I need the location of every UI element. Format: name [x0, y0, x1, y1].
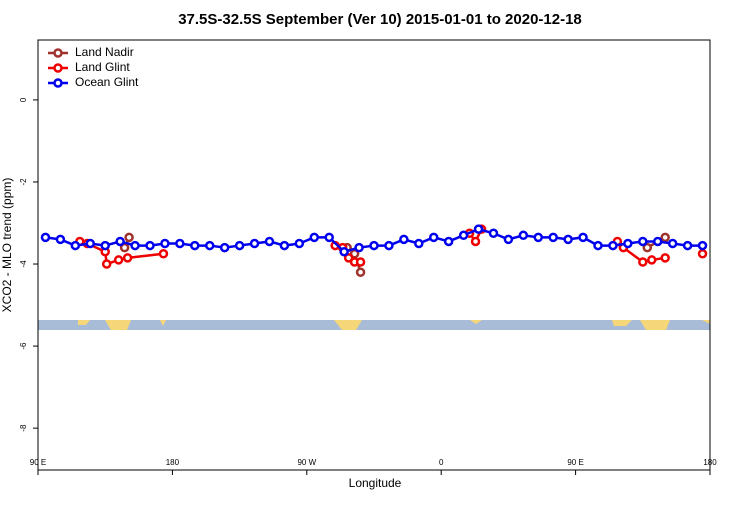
y-tick-label: -8 — [19, 424, 28, 432]
point — [548, 232, 558, 243]
point — [324, 232, 334, 243]
point — [638, 236, 648, 247]
point — [682, 240, 693, 251]
legend-marker — [53, 63, 63, 73]
legend-marker — [53, 48, 63, 58]
point — [578, 232, 588, 243]
y-tick-label: 0 — [19, 97, 28, 102]
point — [608, 240, 618, 251]
point — [175, 238, 185, 249]
x-tick-label: 90 W — [297, 458, 316, 467]
point — [145, 240, 155, 251]
point — [234, 240, 245, 251]
point — [470, 236, 481, 247]
point — [190, 240, 200, 251]
point — [428, 232, 439, 243]
y-axis-label: XCO2 - MLO trend (ppm) — [0, 178, 14, 313]
legend-label: Ocean Glint — [75, 75, 139, 89]
point — [563, 234, 573, 245]
point — [697, 240, 708, 251]
point — [443, 236, 454, 247]
point — [518, 230, 529, 241]
point — [249, 238, 260, 249]
point — [204, 240, 215, 251]
point — [384, 240, 394, 251]
y-tick-label: -4 — [19, 260, 28, 268]
x-tick-label: 180 — [166, 458, 180, 467]
point — [70, 240, 81, 251]
point — [160, 238, 170, 249]
point — [623, 238, 633, 249]
point — [100, 240, 110, 251]
legend-label: Land Glint — [75, 60, 130, 74]
point — [667, 238, 678, 249]
point — [55, 234, 66, 245]
point — [124, 232, 134, 243]
y-tick-label: -2 — [19, 178, 28, 186]
point — [647, 255, 657, 265]
point — [488, 228, 499, 239]
x-tick-label: 90 E — [30, 458, 46, 467]
point — [652, 236, 663, 247]
point — [294, 238, 305, 249]
point — [660, 253, 670, 263]
x-axis-label: Longitude — [349, 476, 402, 490]
x-tick-label: 90 E — [567, 458, 583, 467]
point — [354, 242, 364, 253]
plot-frame — [37, 39, 711, 471]
point — [638, 257, 648, 267]
map-strip — [38, 320, 710, 330]
point — [343, 253, 354, 263]
point — [355, 257, 366, 267]
point — [101, 259, 112, 269]
chart-title: 37.5S-32.5S September (Ver 10) 2015-01-0… — [178, 11, 582, 28]
point — [264, 236, 275, 247]
x-tick-label: 0 — [439, 458, 444, 467]
point — [697, 249, 708, 259]
point — [473, 224, 484, 234]
point — [130, 240, 140, 251]
y-tick-label: -6 — [19, 342, 28, 350]
point — [399, 234, 409, 245]
point — [369, 240, 379, 251]
point — [642, 242, 653, 253]
point — [40, 232, 51, 243]
point — [339, 246, 349, 257]
point — [113, 255, 124, 265]
point — [503, 234, 514, 245]
point — [115, 236, 125, 247]
point — [309, 232, 320, 243]
point — [85, 238, 96, 249]
point — [119, 242, 130, 253]
point — [660, 232, 670, 243]
point — [533, 232, 544, 243]
point — [458, 230, 469, 241]
point — [593, 240, 603, 251]
point — [355, 267, 366, 277]
point — [414, 238, 424, 249]
legend-marker — [53, 78, 63, 88]
point — [122, 253, 133, 263]
point — [219, 242, 230, 253]
x-tick-label: 180 — [703, 458, 717, 467]
point — [158, 249, 169, 259]
legend-label: Land Nadir — [75, 45, 134, 59]
point — [279, 240, 290, 251]
